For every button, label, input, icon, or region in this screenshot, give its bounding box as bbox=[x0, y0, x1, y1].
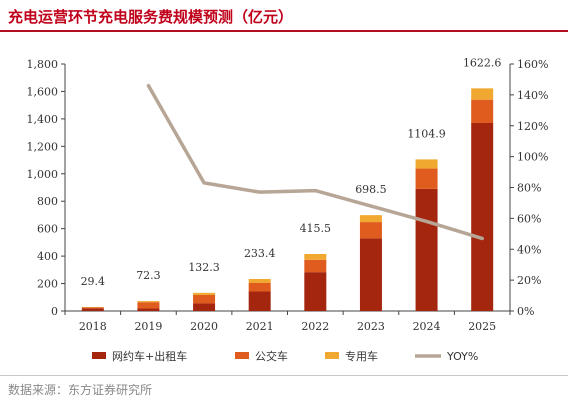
legend-special-vehicle-swatch bbox=[325, 352, 339, 359]
bar-segment-ride-hailing-taxi bbox=[137, 308, 160, 311]
y-left-tick-label: 400 bbox=[37, 250, 58, 263]
x-tick-label: 2020 bbox=[190, 320, 218, 333]
y-left-tick-label: 1,800 bbox=[27, 58, 59, 71]
bar-segment-special-vehicle bbox=[304, 253, 327, 260]
bar-segment-bus bbox=[81, 307, 104, 309]
legend-ride-hailing-taxi-swatch bbox=[92, 352, 106, 359]
bar-segment-special-vehicle bbox=[359, 215, 382, 223]
y-right-tick-label: 80% bbox=[517, 182, 541, 195]
y-left-tick-label: 200 bbox=[37, 278, 58, 291]
bar-segment-bus bbox=[137, 302, 160, 309]
x-tick-label: 2022 bbox=[301, 320, 329, 333]
legend-yoy-label: YOY% bbox=[446, 350, 478, 363]
bar-segment-special-vehicle bbox=[471, 88, 494, 100]
bar-segment-ride-hailing-taxi bbox=[193, 303, 216, 311]
y-right-tick-label: 120% bbox=[517, 120, 548, 133]
legend-special-vehicle-label: 专用车 bbox=[345, 349, 378, 363]
chart-title: 充电运营环节充电服务费规模预测（亿元） bbox=[8, 8, 294, 26]
bar-segment-special-vehicle bbox=[248, 278, 271, 284]
x-tick-label: 2019 bbox=[134, 320, 162, 333]
x-tick-label: 2021 bbox=[246, 320, 274, 333]
y-right-tick-label: 0% bbox=[517, 305, 534, 318]
bar-total-label: 72.3 bbox=[136, 269, 161, 282]
y-left-tick-label: 1,400 bbox=[27, 113, 59, 126]
bar-segment-ride-hailing-taxi bbox=[359, 238, 382, 311]
y-right-tick-label: 40% bbox=[517, 243, 541, 256]
y-left-tick-label: 0 bbox=[51, 305, 58, 318]
bar-total-label: 1104.9 bbox=[407, 127, 446, 140]
bar-segment-bus bbox=[193, 294, 216, 304]
bar-total-label: 415.5 bbox=[300, 222, 332, 235]
y-left-tick-label: 1,600 bbox=[27, 85, 59, 98]
y-left-tick-label: 1,200 bbox=[27, 140, 59, 153]
legend-bus-swatch bbox=[235, 352, 249, 359]
bar-segment-ride-hailing-taxi bbox=[471, 123, 494, 311]
x-tick-label: 2023 bbox=[357, 320, 385, 333]
bar-segment-special-vehicle bbox=[137, 301, 160, 303]
bar-total-label: 233.4 bbox=[244, 247, 276, 260]
y-left-tick-label: 600 bbox=[37, 223, 58, 236]
chart-canvas: 0 200 400 600 800 1,000 1,200 1,400 1,600 1,800 0%… bbox=[27, 56, 549, 363]
bar-total-label: 29.4 bbox=[81, 275, 106, 288]
bar-total-label: 1622.6 bbox=[463, 56, 502, 69]
bar-segment-special-vehicle bbox=[415, 159, 438, 169]
y-right-tick-label: 160% bbox=[517, 58, 548, 71]
source-divider bbox=[0, 375, 568, 376]
bar-total-label: 698.5 bbox=[355, 183, 387, 196]
y-right-tick-label: 60% bbox=[517, 212, 541, 225]
source-note: 数据来源：东方证券研究所 bbox=[8, 383, 153, 397]
bar-segment-ride-hailing-taxi bbox=[248, 291, 271, 311]
y-left-tick-label: 800 bbox=[37, 195, 58, 208]
bar-segment-bus bbox=[248, 283, 271, 292]
bar-segment-special-vehicle bbox=[193, 292, 216, 295]
yoy-line bbox=[146, 83, 484, 241]
x-tick-label: 2025 bbox=[468, 320, 496, 333]
bar-segment-bus bbox=[471, 99, 494, 124]
x-tick-label: 2018 bbox=[79, 320, 107, 333]
bar-segment-ride-hailing-taxi bbox=[81, 308, 104, 311]
x-tick-label: 2024 bbox=[413, 320, 441, 333]
y-right-tick-label: 140% bbox=[517, 89, 548, 102]
y-right-tick-label: 100% bbox=[517, 151, 548, 164]
y-left-tick-label: 1,000 bbox=[27, 168, 59, 181]
bar-total-label: 132.3 bbox=[188, 261, 220, 274]
title-divider bbox=[0, 30, 568, 32]
bar-segment-ride-hailing-taxi bbox=[415, 188, 438, 311]
y-right-tick-label: 20% bbox=[517, 274, 541, 287]
bar-segment-ride-hailing-taxi bbox=[304, 272, 327, 311]
bar-segment-bus bbox=[359, 222, 382, 239]
legend-bus-label: 公交车 bbox=[255, 349, 288, 363]
legend-ride-hailing-taxi-label: 网约车+出租车 bbox=[112, 349, 187, 363]
bar-segment-bus bbox=[415, 168, 438, 189]
bar-segment-bus bbox=[304, 259, 327, 273]
